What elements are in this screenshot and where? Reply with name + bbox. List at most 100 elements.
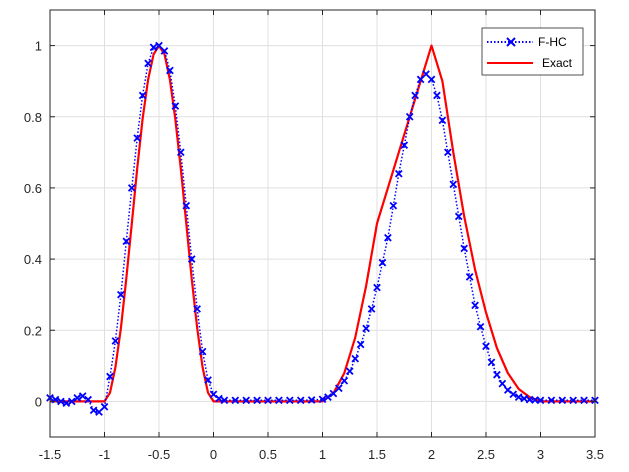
fhc-marker: [242, 396, 251, 405]
fhc-marker: [160, 47, 169, 55]
fhc-marker: [444, 148, 452, 157]
fhc-marker: [253, 396, 261, 405]
axes: [49, 9, 596, 438]
fhc-marker: [264, 396, 272, 405]
fhc-marker: [422, 70, 430, 78]
fhc-marker: [362, 324, 370, 333]
fhc-marker: [89, 406, 98, 415]
fhc-marker: [471, 301, 479, 310]
fhc-marker: [215, 394, 223, 403]
fhc-marker: [275, 396, 283, 405]
fhc-marker: [345, 367, 354, 376]
x-tick-label: 2.5: [477, 447, 495, 462]
x-tick-label: -0.5: [148, 447, 170, 462]
fhc-marker: [57, 397, 65, 406]
fhc-marker: [400, 141, 409, 150]
y-tick-label: 1: [35, 39, 42, 54]
fhc-marker: [329, 389, 338, 398]
fhc-marker: [569, 396, 578, 405]
fhc-marker: [411, 91, 419, 100]
legend: F-HC Exact: [481, 27, 584, 76]
fhc-marker: [100, 402, 109, 411]
fhc-marker: [144, 59, 152, 68]
y-tick-labels: 0 0.2 0.4 0.6 0.8 1: [24, 39, 42, 410]
x-tick-label: 2: [428, 447, 435, 462]
legend-box: [481, 27, 584, 76]
fhc-marker: [73, 394, 82, 402]
fhc-marker: [460, 244, 469, 253]
fhc-marker: [454, 212, 463, 221]
fhc-marker: [367, 305, 376, 313]
legend-exact-label: Exact: [542, 56, 573, 70]
y-tick-label: 0.6: [24, 181, 42, 196]
x-tick-label: 0: [210, 447, 217, 462]
legend-fhc-label: F-HC: [538, 35, 567, 49]
fhc-marker: [449, 180, 458, 189]
fhc-marker: [138, 91, 147, 100]
fhc-marker: [122, 237, 131, 246]
y-tick-label: 0.8: [24, 110, 42, 125]
fhc-marker: [285, 396, 294, 405]
fhc-marker: [438, 116, 447, 125]
x-tick-label: 3: [537, 447, 544, 462]
fhc-marker: [67, 397, 76, 406]
x-tick-label: -1.5: [39, 447, 61, 462]
fhc-marker: [198, 347, 207, 356]
x-tick-label: -1: [99, 447, 111, 462]
x-tick-label: 3.5: [586, 447, 604, 462]
fhc-marker: [427, 75, 436, 84]
fhc-marker: [493, 370, 501, 379]
fhc-marker: [465, 273, 474, 281]
fhc-marker: [356, 340, 365, 349]
fhc-marker: [405, 112, 414, 121]
fhc-marker: [149, 43, 158, 52]
y-tick-label: 0.4: [24, 252, 42, 267]
fhc-marker: [558, 396, 567, 405]
fhc-marker: [182, 201, 191, 210]
fhc-marker: [78, 392, 87, 400]
fhc-marker: [193, 305, 201, 313]
x-tick-label: 0.5: [259, 447, 277, 462]
fhc-marker: [111, 337, 120, 345]
fhc-marker: [340, 376, 349, 385]
fhc-marker: [307, 396, 316, 404]
fhc-marker: [351, 354, 360, 363]
fhc-marker: [498, 379, 507, 388]
legend-fhc-marker: [506, 37, 516, 47]
fhc-marker: [487, 358, 496, 367]
fhc-marker: [127, 184, 136, 192]
fhc-marker: [580, 396, 588, 405]
fhc-marker: [482, 342, 490, 351]
fhc-marker: [378, 258, 387, 267]
fhc-marker: [476, 322, 485, 331]
fhc-marker: [433, 91, 441, 100]
fhc-marker: [536, 396, 545, 405]
fhc-marker: [171, 102, 180, 110]
x-tick-label: 1.5: [368, 447, 386, 462]
fhc-marker: [231, 396, 240, 405]
fhc-marker: [509, 390, 518, 399]
fhc-marker: [384, 233, 392, 242]
fhc-marker: [520, 394, 528, 403]
fhc-marker: [318, 395, 327, 404]
fhc-marker: [166, 66, 174, 75]
fhc-marker: [176, 148, 185, 157]
fhc-marker: [296, 396, 305, 405]
fhc-marker: [416, 75, 425, 84]
fhc-marker: [394, 169, 403, 178]
fhc-marker: [155, 41, 163, 50]
y-tick-label: 0.2: [24, 323, 42, 338]
fhc-marker: [84, 395, 92, 404]
y-tick-label: 0: [35, 394, 42, 409]
fhc-marker: [220, 396, 229, 405]
x-tick-label: 1: [319, 447, 326, 462]
fhc-series: [46, 41, 599, 416]
fhc-marker: [95, 408, 103, 416]
fhc-marker: [62, 399, 71, 408]
fhc-marker: [547, 396, 556, 405]
fhc-marker: [335, 384, 343, 393]
fhc-marker: [389, 201, 398, 210]
fhc-marker: [514, 393, 523, 401]
fhc-marker: [373, 283, 381, 292]
